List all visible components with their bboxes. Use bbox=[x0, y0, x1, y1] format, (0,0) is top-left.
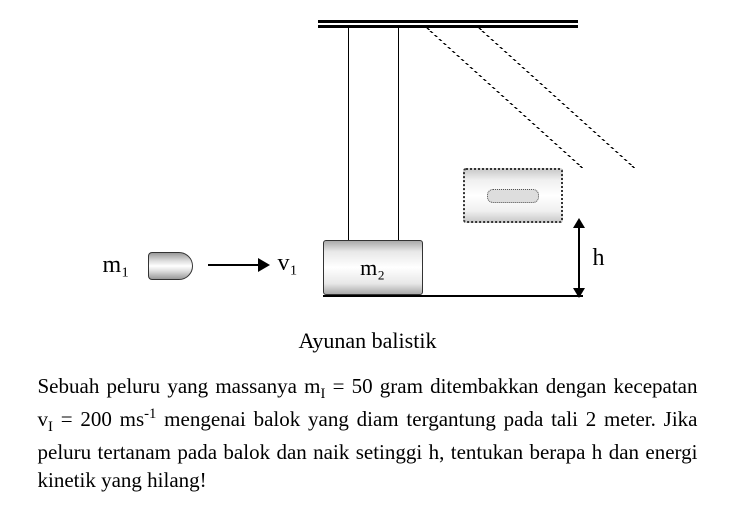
problem-statement: Sebuah peluru yang massanya mI = 50 gram… bbox=[38, 372, 698, 495]
velocity-arrow-icon bbox=[208, 264, 268, 266]
ballistic-pendulum-diagram: m₁ v₁ m₂ h bbox=[68, 20, 668, 320]
height-arrow-icon bbox=[578, 220, 580, 296]
block-swung bbox=[463, 168, 563, 223]
block-initial: m₂ bbox=[323, 240, 423, 295]
height-label: h bbox=[593, 245, 605, 272]
bullet-icon bbox=[148, 252, 193, 280]
bullet-mass-label: m₁ bbox=[103, 252, 130, 279]
ceiling-support bbox=[318, 20, 578, 28]
diagram-caption: Ayunan balistik bbox=[299, 328, 437, 354]
baseline bbox=[323, 295, 583, 297]
block-mass-label: m₂ bbox=[360, 255, 385, 281]
velocity-label: v₁ bbox=[278, 250, 298, 277]
